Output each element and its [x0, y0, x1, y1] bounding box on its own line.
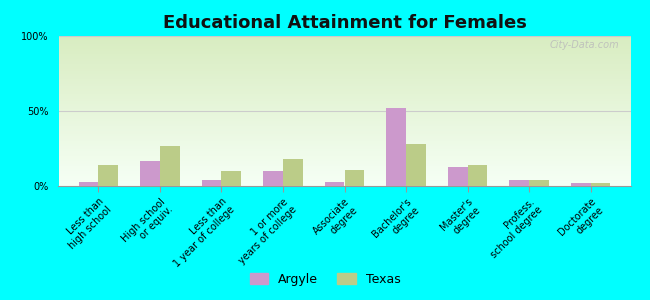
Legend: Argyle, Texas: Argyle, Texas — [244, 268, 406, 291]
Bar — [58, 134, 630, 136]
Bar — [58, 154, 630, 156]
Bar — [386, 108, 406, 186]
Bar — [58, 71, 630, 74]
Bar — [590, 183, 610, 186]
Bar — [58, 169, 630, 171]
Bar — [202, 180, 222, 186]
Bar — [58, 143, 630, 146]
Bar — [58, 74, 630, 76]
Bar — [58, 139, 630, 141]
Bar — [58, 126, 630, 128]
Bar — [58, 79, 630, 81]
Bar — [510, 180, 529, 186]
Bar — [467, 165, 488, 186]
Bar — [58, 76, 630, 79]
Bar — [58, 56, 630, 58]
Bar — [58, 58, 630, 61]
Bar — [283, 159, 303, 186]
Bar — [58, 41, 630, 43]
Bar — [79, 182, 99, 186]
Bar — [58, 111, 630, 113]
Bar — [58, 166, 630, 169]
Bar — [58, 131, 630, 134]
Bar — [58, 128, 630, 131]
Bar — [529, 180, 549, 186]
Bar — [58, 158, 630, 161]
Bar — [58, 68, 630, 71]
Bar — [325, 182, 344, 186]
Bar — [58, 109, 630, 111]
Bar — [406, 144, 426, 186]
Bar — [58, 184, 630, 186]
Bar — [263, 171, 283, 186]
Title: Educational Attainment for Females: Educational Attainment for Females — [162, 14, 526, 32]
Bar — [58, 164, 630, 166]
Bar — [58, 113, 630, 116]
Bar — [58, 176, 630, 178]
Bar — [58, 94, 630, 96]
Bar — [344, 169, 364, 186]
Bar — [58, 121, 630, 124]
Bar — [58, 91, 630, 94]
Bar — [58, 178, 630, 181]
Bar — [58, 64, 630, 66]
Bar — [58, 171, 630, 173]
Bar — [58, 86, 630, 88]
Bar — [58, 116, 630, 119]
Bar — [140, 160, 160, 186]
Bar — [58, 146, 630, 148]
Bar — [58, 51, 630, 53]
Bar — [58, 98, 630, 101]
Bar — [58, 136, 630, 139]
Bar — [448, 167, 467, 186]
Bar — [571, 183, 590, 186]
Bar — [99, 165, 118, 186]
Bar — [58, 81, 630, 83]
Bar — [58, 49, 630, 51]
Bar — [58, 66, 630, 68]
Bar — [58, 101, 630, 104]
Bar — [222, 171, 241, 186]
Bar — [58, 124, 630, 126]
Bar — [58, 38, 630, 41]
Text: City-Data.com: City-Data.com — [549, 40, 619, 50]
Bar — [58, 83, 630, 86]
Bar — [58, 161, 630, 164]
Bar — [160, 146, 179, 186]
Bar — [58, 156, 630, 158]
Bar — [58, 36, 630, 38]
Bar — [58, 148, 630, 151]
Bar — [58, 173, 630, 176]
Bar — [58, 141, 630, 143]
Bar — [58, 96, 630, 98]
Bar — [58, 103, 630, 106]
Bar — [58, 44, 630, 46]
Bar — [58, 118, 630, 121]
Bar — [58, 88, 630, 91]
Bar — [58, 151, 630, 154]
Bar — [58, 106, 630, 109]
Bar — [58, 181, 630, 184]
Bar — [58, 53, 630, 56]
Bar — [58, 46, 630, 49]
Bar — [58, 61, 630, 64]
